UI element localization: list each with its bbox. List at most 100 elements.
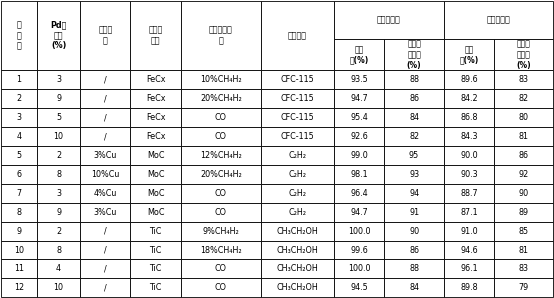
Bar: [334, 146, 384, 165]
Bar: [494, 108, 553, 127]
Text: 5: 5: [16, 151, 22, 160]
Text: TiC: TiC: [150, 226, 162, 236]
Text: 85: 85: [519, 226, 529, 236]
Bar: [37, 222, 80, 240]
Text: CFC-115: CFC-115: [281, 132, 315, 141]
Bar: [384, 70, 444, 89]
Bar: [37, 240, 80, 260]
Bar: [334, 89, 384, 108]
Bar: [261, 127, 334, 146]
Text: 再生催剴剂: 再生催剴剂: [486, 15, 510, 24]
Bar: [261, 108, 334, 127]
Bar: [131, 1, 181, 70]
Bar: [80, 278, 131, 297]
Text: 79: 79: [519, 283, 529, 292]
Text: 10: 10: [54, 283, 64, 292]
Bar: [131, 165, 181, 184]
Bar: [494, 278, 553, 297]
Text: 8: 8: [56, 246, 61, 254]
Text: 94.5: 94.5: [351, 283, 368, 292]
Bar: [1, 203, 37, 222]
Text: C₂H₂: C₂H₂: [289, 208, 306, 217]
Bar: [1, 1, 37, 70]
Bar: [80, 165, 131, 184]
Text: 98.1: 98.1: [351, 170, 368, 179]
Bar: [181, 108, 261, 127]
Bar: [444, 278, 494, 297]
Text: 84.3: 84.3: [460, 132, 478, 141]
Bar: [1, 260, 37, 278]
Bar: [384, 89, 444, 108]
Text: 10: 10: [54, 132, 64, 141]
Bar: [494, 165, 553, 184]
Bar: [384, 165, 444, 184]
Bar: [1, 70, 37, 89]
Text: 转化
率(%): 转化 率(%): [459, 45, 479, 64]
Text: 实
施
例: 实 施 例: [17, 21, 21, 50]
Text: 86: 86: [519, 151, 529, 160]
Bar: [384, 222, 444, 240]
Bar: [37, 184, 80, 203]
Bar: [261, 222, 334, 240]
Bar: [261, 146, 334, 165]
Text: 20%CH₄H₂: 20%CH₄H₂: [200, 94, 242, 103]
Text: 87.1: 87.1: [460, 208, 478, 217]
Bar: [444, 70, 494, 89]
Bar: [181, 278, 261, 297]
Text: 3: 3: [56, 189, 61, 198]
Text: /: /: [104, 283, 107, 292]
Bar: [80, 127, 131, 146]
Bar: [444, 127, 494, 146]
Text: 12%CH₄H₂: 12%CH₄H₂: [200, 151, 242, 160]
Text: 1: 1: [16, 75, 22, 84]
Text: FeCx: FeCx: [146, 94, 165, 103]
Bar: [1, 222, 37, 240]
Text: 20%CH₄H₂: 20%CH₄H₂: [200, 170, 242, 179]
Bar: [494, 146, 553, 165]
Bar: [131, 108, 181, 127]
Text: 96.4: 96.4: [351, 189, 368, 198]
Bar: [384, 184, 444, 203]
Bar: [1, 108, 37, 127]
Text: 主产物
选择性
(%): 主产物 选择性 (%): [407, 40, 422, 70]
Bar: [181, 165, 261, 184]
Bar: [80, 203, 131, 222]
Text: 82: 82: [409, 132, 419, 141]
Text: 91.0: 91.0: [460, 226, 478, 236]
Text: 6: 6: [16, 170, 22, 179]
Bar: [80, 184, 131, 203]
Bar: [80, 1, 131, 70]
Bar: [384, 127, 444, 146]
Bar: [131, 146, 181, 165]
Bar: [384, 39, 444, 70]
Bar: [131, 127, 181, 146]
Text: 86: 86: [409, 94, 419, 103]
Bar: [444, 108, 494, 127]
Bar: [80, 70, 131, 89]
Bar: [444, 184, 494, 203]
Bar: [131, 240, 181, 260]
Text: CFC-115: CFC-115: [281, 113, 315, 122]
Text: 10%Cu: 10%Cu: [91, 170, 120, 179]
Bar: [261, 89, 334, 108]
Bar: [261, 1, 334, 70]
Text: 4%Cu: 4%Cu: [94, 189, 117, 198]
Bar: [37, 70, 80, 89]
Bar: [444, 240, 494, 260]
Text: CO: CO: [215, 132, 227, 141]
Bar: [261, 203, 334, 222]
Text: CFC-115: CFC-115: [281, 75, 315, 84]
Bar: [1, 240, 37, 260]
Bar: [131, 203, 181, 222]
Bar: [384, 240, 444, 260]
Bar: [37, 146, 80, 165]
Bar: [494, 70, 553, 89]
Bar: [181, 127, 261, 146]
Bar: [261, 260, 334, 278]
Text: 9%CH₄H₂: 9%CH₄H₂: [202, 226, 239, 236]
Text: /: /: [104, 264, 107, 274]
Text: 86.8: 86.8: [460, 113, 478, 122]
Text: FeCx: FeCx: [146, 75, 165, 84]
Bar: [444, 203, 494, 222]
Text: TiC: TiC: [150, 283, 162, 292]
